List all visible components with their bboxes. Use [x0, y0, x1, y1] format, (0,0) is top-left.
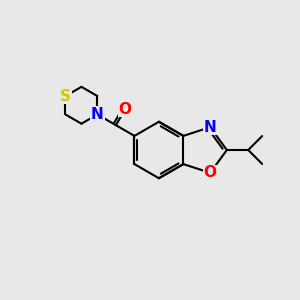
Text: O: O: [204, 165, 217, 180]
Text: S: S: [60, 88, 71, 104]
Text: O: O: [118, 102, 132, 117]
Text: N: N: [91, 107, 104, 122]
Text: N: N: [204, 120, 217, 135]
